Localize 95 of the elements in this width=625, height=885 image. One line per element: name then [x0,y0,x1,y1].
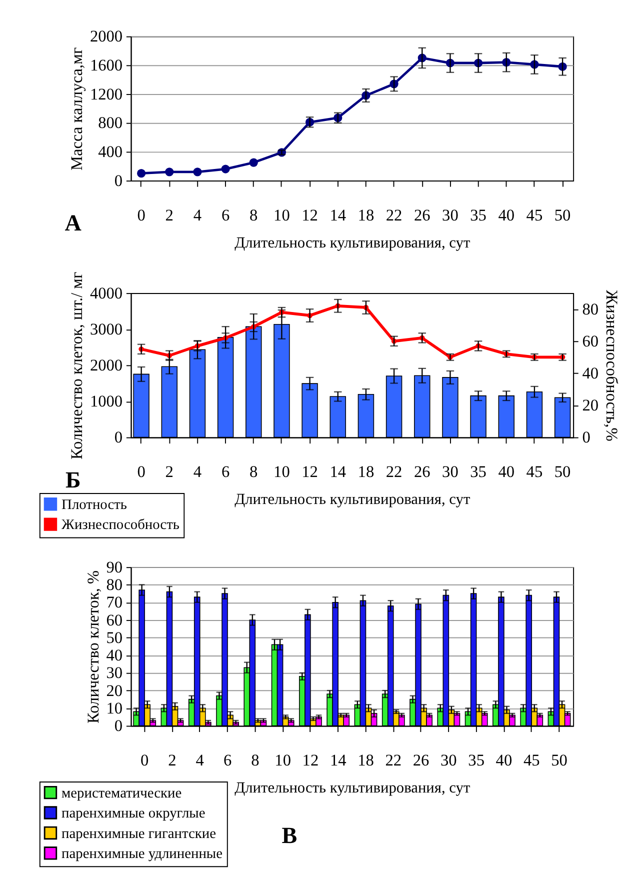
x-tick-label: 45 [526,205,543,224]
x-tick-label: 50 [554,205,571,224]
y-axis-title: Количество клеток, % [84,570,103,724]
x-tick-label: 2 [168,750,176,770]
x-tick-label: 18 [358,462,374,482]
x-axis-title: Длительность культивирования, сут [234,234,470,252]
x-tick-label: 26 [414,205,430,224]
x-tick-label: 40 [498,462,515,482]
legend-label: паренхимные гигантские [62,826,216,842]
x-tick-label: 45 [526,462,543,482]
x-tick-label: 0 [137,462,146,482]
x-tick-label: 14 [330,750,346,770]
y-axis-title: Количество клеток, шт./ мг [67,271,86,460]
y-tick-label: 10 [106,698,123,718]
legend-label: паренхимные удлиненные [62,846,222,862]
y-tick-label: 2000 [90,26,123,46]
y-tick-label: 1600 [90,55,123,74]
x-tick-label: 8 [251,750,260,770]
y-axis-title: Масса каллуса,мг [67,47,86,170]
x-tick-label: 18 [358,205,374,224]
x-tick-label: 22 [385,750,402,770]
y-tick-label: 1000 [90,392,123,411]
y-tick-label: 800 [98,113,123,132]
x-tick-label: 8 [250,205,258,224]
y-tick-label: 0 [114,170,123,190]
x-tick-label: 12 [302,462,318,482]
y-tick-label: 50 [106,628,123,647]
x-tick-label: 6 [221,205,230,224]
x-tick-label: 14 [330,205,346,224]
y2-tick-label: 0 [582,428,590,447]
point [249,158,258,167]
point [193,168,202,176]
x-tick-label: 22 [386,462,402,482]
x-tick-label: 30 [442,462,458,482]
legend-label: паренхимные округлые [62,806,206,822]
x-tick-label: 6 [223,750,232,770]
text: А [64,210,82,236]
y-tick-label: 400 [98,142,123,161]
legend-label: Жизнеспособность [62,517,180,534]
x-tick-label: 22 [386,205,402,224]
y-tick-label: 70 [106,592,123,612]
y2-tick-label: 20 [582,396,599,415]
x-tick-label: 18 [358,750,374,770]
x-tick-label: 45 [523,750,540,770]
x-tick-label: 0 [137,205,146,224]
y-tick-label: 1200 [90,84,123,104]
point [137,169,146,178]
text: Б [65,466,81,492]
y-tick-label: 60 [106,610,123,630]
x-tick-label: 2 [165,462,174,482]
x-tick-label: 35 [470,462,486,482]
x-axis-title: Длительность культивирования, сут [234,780,470,797]
y-tick-label: 3000 [90,319,123,338]
x-tick-label: 35 [470,205,486,224]
x-tick-label: 40 [498,205,515,224]
x-tick-label: 40 [496,750,512,770]
y2-tick-label: 60 [582,331,599,350]
x-tick-label: 30 [440,750,457,770]
x-tick-label: 35 [468,750,484,770]
x-tick-label: 26 [414,462,430,482]
y2-tick-label: 40 [582,363,599,382]
text: В [282,822,298,848]
x-tick-label: 0 [140,750,149,770]
x-tick-label: 50 [554,462,571,482]
y2-axis-title: Жизнеспособность,% [602,290,622,442]
x-tick-label: 30 [442,205,458,224]
x-tick-label: 10 [274,462,290,482]
x-tick-label: 4 [193,205,202,224]
x-tick-label: 4 [193,462,202,482]
x-tick-label: 8 [250,462,258,482]
y-tick-label: 80 [106,575,123,594]
y-tick-label: 30 [106,663,123,682]
x-axis-title: Длительность культивирования, сут [234,491,470,508]
x-tick-label: 4 [196,750,204,770]
x-tick-label: 50 [551,750,568,770]
y-tick-label: 90 [106,557,123,576]
y-tick-label: 40 [106,646,123,665]
x-tick-label: 6 [221,462,230,482]
y-tick-label: 4000 [90,283,123,302]
x-tick-label: 10 [274,205,290,224]
y-tick-label: 0 [114,716,123,736]
x-tick-label: 14 [330,462,346,482]
y-tick-label: 20 [106,680,123,700]
point [221,164,230,174]
point [165,168,174,176]
y-tick-label: 0 [114,428,123,447]
x-tick-label: 12 [302,205,318,224]
y-tick-label: 2000 [90,355,123,374]
x-tick-label: 26 [412,750,430,770]
legend-label: меристематические [62,785,182,802]
x-tick-label: 2 [165,205,174,224]
y2-tick-label: 80 [582,299,599,318]
x-tick-label: 12 [302,750,319,770]
legend-label: Плотность [62,496,128,513]
x-tick-label: 10 [274,750,291,770]
